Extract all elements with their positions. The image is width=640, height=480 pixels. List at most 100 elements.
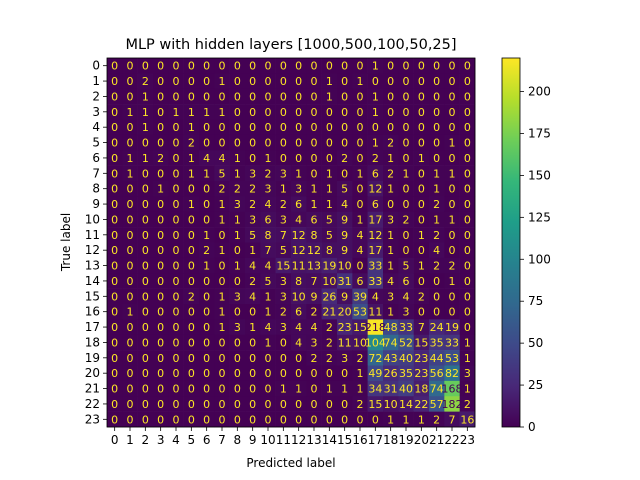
heatmap-cell (337, 88, 353, 105)
x-tick-label: 20 (414, 433, 429, 447)
cell-value: 0 (188, 60, 195, 73)
cell-value: 40 (399, 352, 413, 365)
heatmap-cell (444, 58, 460, 74)
cell-value: 0 (295, 367, 302, 380)
heatmap-cell (367, 211, 384, 228)
cell-value: 2 (449, 260, 456, 273)
y-tick-label: 23 (85, 412, 100, 426)
cell-value: 48 (384, 321, 398, 334)
x-tick-label: 6 (203, 433, 211, 447)
heatmap-cell (367, 257, 384, 274)
x-tick-label: 7 (218, 433, 226, 447)
cell-value: 0 (234, 383, 241, 396)
cell-value: 0 (403, 229, 410, 242)
cell-value: 0 (403, 121, 410, 134)
heatmap-cell (429, 319, 445, 336)
cell-value: 0 (357, 260, 364, 273)
heatmap-cell (275, 288, 292, 305)
cell-value: 0 (188, 183, 195, 196)
cell-value: 5 (326, 229, 333, 242)
heatmap-cell (444, 211, 460, 228)
heatmap-cell (321, 304, 338, 320)
cell-value: 33 (445, 336, 459, 349)
heatmap-cell (168, 304, 184, 320)
heatmap-cell (260, 273, 276, 289)
cell-value: 0 (157, 260, 164, 273)
cell-value: 20 (338, 306, 352, 319)
heatmap-cell (352, 273, 368, 289)
heatmap-cell (306, 304, 322, 320)
heatmap-cell (459, 119, 476, 136)
heatmap-cell (321, 365, 338, 382)
cell-value: 3 (234, 290, 241, 303)
heatmap-cell (398, 165, 414, 182)
cell-value: 0 (127, 198, 134, 211)
cell-value: 1 (326, 183, 333, 196)
heatmap-cell (275, 196, 292, 213)
heatmap-cell (214, 242, 230, 259)
heatmap-cell (122, 104, 138, 120)
heatmap-cell (153, 273, 169, 289)
cell-value: 0 (372, 413, 379, 426)
cell-value: 0 (127, 90, 134, 103)
heatmap-cell (199, 119, 215, 136)
cell-value: 0 (157, 306, 164, 319)
heatmap-cell (260, 304, 276, 320)
cell-value: 0 (203, 306, 210, 319)
heatmap-cell (367, 227, 384, 243)
cell-value: 0 (127, 413, 134, 426)
cell-value: 0 (203, 352, 210, 365)
heatmap-cell (291, 227, 307, 243)
cell-value: 1 (372, 137, 379, 150)
heatmap-cell (352, 88, 368, 105)
heatmap-cell (306, 134, 322, 151)
cell-value: 0 (265, 352, 272, 365)
cell-value: 15 (276, 260, 290, 273)
heatmap-cell (122, 334, 138, 351)
y-tick-label: 19 (85, 351, 100, 365)
heatmap-cell (352, 334, 368, 351)
heatmap-cell (229, 350, 246, 366)
heatmap-cell (214, 73, 230, 90)
cell-value: 4 (203, 152, 210, 165)
cell-value: 8 (295, 275, 302, 288)
heatmap-cell (260, 227, 276, 243)
cell-value: 0 (203, 137, 210, 150)
cell-value: 0 (173, 367, 180, 380)
heatmap-cell (383, 319, 399, 336)
heatmap-cell (367, 196, 384, 213)
cell-value: 1 (127, 167, 134, 180)
cell-value: 2 (372, 152, 379, 165)
cell-value: 1 (234, 260, 241, 273)
heatmap-cell (429, 227, 445, 243)
cell-value: 0 (265, 367, 272, 380)
cell-value: 1 (449, 167, 456, 180)
cell-value: 9 (341, 213, 348, 226)
cell-value: 10 (338, 260, 352, 273)
heatmap-cell (352, 304, 368, 320)
heatmap-cell (122, 273, 138, 289)
heatmap-cell (459, 411, 476, 428)
cell-value: 0 (203, 290, 210, 303)
heatmap-cell (398, 88, 414, 105)
heatmap-cell (168, 257, 184, 274)
heatmap-cell (260, 165, 276, 182)
colorbar-ticks: 0 25 50 75 100 125 150 175 200 (520, 85, 551, 434)
heatmap-cell (306, 119, 322, 136)
heatmap-cell (168, 181, 184, 197)
cell-value: 0 (111, 306, 118, 319)
heatmap-cell (291, 319, 307, 336)
cell-value: 0 (111, 75, 118, 88)
cell-value: 1 (188, 106, 195, 119)
cell-value: 0 (387, 121, 394, 134)
heatmap-cell (214, 365, 230, 382)
heatmap-cell (245, 257, 261, 274)
cell-value: 1 (449, 137, 456, 150)
heatmap-cell (367, 181, 384, 197)
cell-value: 0 (341, 90, 348, 103)
heatmap-cell (321, 211, 338, 228)
cell-value: 0 (142, 260, 149, 273)
heatmap-cell (137, 304, 154, 320)
heatmap-cell (444, 396, 460, 412)
heatmap-cell (229, 319, 246, 336)
